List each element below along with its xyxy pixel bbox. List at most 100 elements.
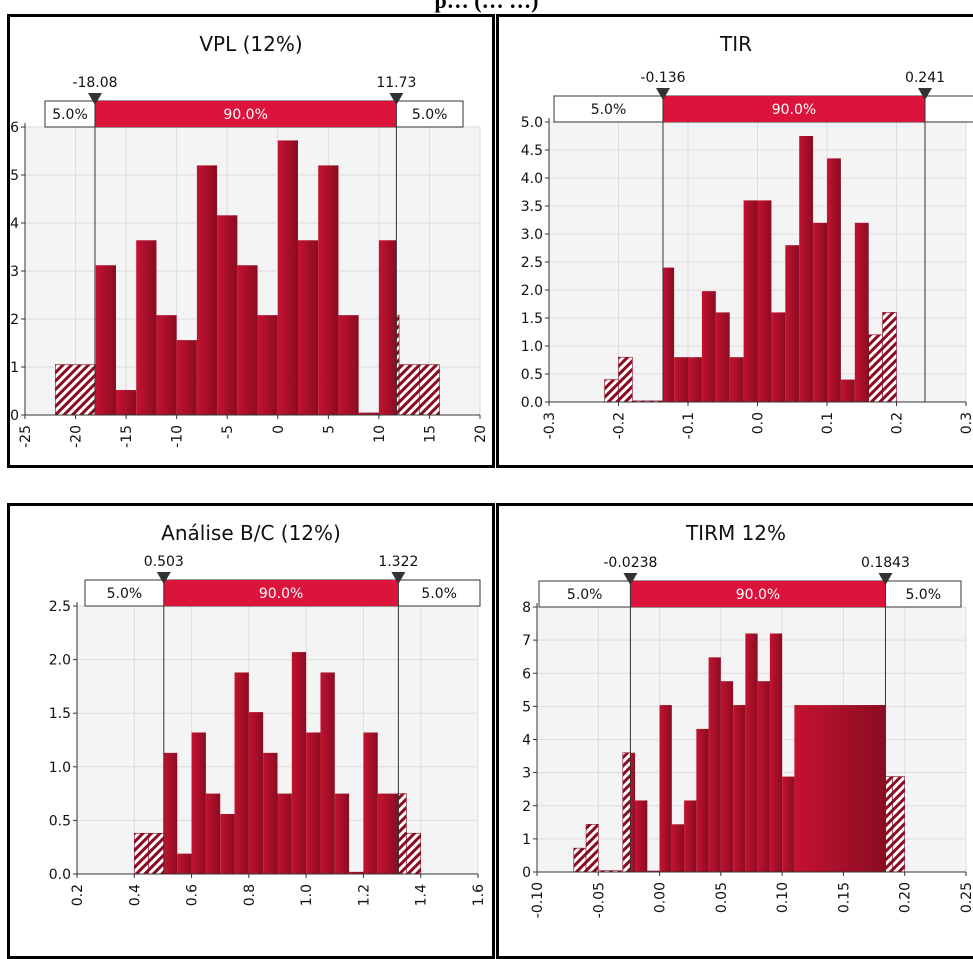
histogram-bar <box>674 357 688 402</box>
x-tick-label: 0.3 <box>959 412 973 434</box>
histogram-tirm: TIRM 12% 0 1 2 3 4 5 6 7 8 -0.10 -0.05 0.00 0.05 0.10 0… <box>522 521 973 918</box>
histogram-bar <box>334 793 350 874</box>
histogram-bar <box>358 412 379 415</box>
y-tick-label: 0 <box>10 408 19 424</box>
histogram-bar <box>234 672 249 874</box>
histogram-bar <box>729 357 744 402</box>
y-tick-label: 6 <box>522 666 531 682</box>
y-tick-label: 1 <box>10 360 19 376</box>
y-tick-label: 5 <box>10 168 19 184</box>
x-tick-label: 0.0 <box>751 412 767 434</box>
right-marker-triangle <box>391 572 406 584</box>
tail-bar <box>419 364 440 416</box>
x-tick-label: -0.3 <box>542 412 558 439</box>
left-marker-value: 0.503 <box>144 554 184 570</box>
x-tick-label: 1.0 <box>299 884 315 906</box>
middle-percent: 90.0% <box>223 107 267 123</box>
y-tick-label: 0 <box>522 865 531 881</box>
right-marker-value: 11.73 <box>376 75 416 91</box>
histogram-bar <box>318 165 339 415</box>
left-tail-percent: 5.0% <box>567 587 603 603</box>
histogram-bar <box>263 752 278 874</box>
y-tick-label: 0.5 <box>49 813 71 829</box>
y-tick-label: 4.5 <box>521 143 543 159</box>
histogram-bar <box>177 853 192 874</box>
histogram-bar <box>338 315 359 415</box>
histogram-bar <box>156 315 177 415</box>
tail-bar <box>892 776 906 873</box>
tail-bar <box>398 364 420 416</box>
x-tick-label: 0.00 <box>653 882 669 913</box>
histogram-bar <box>813 222 827 402</box>
y-tick-label: 4 <box>10 216 19 232</box>
tail-bar <box>885 776 893 873</box>
x-tick-label: -5 <box>220 425 236 439</box>
tail-bar <box>585 823 599 873</box>
histogram-bar <box>136 240 157 415</box>
histogram-bar <box>635 800 648 872</box>
right-marker-value: 0.1843 <box>861 555 910 571</box>
histogram-bar <box>757 681 770 872</box>
chart-panel-tirm: TIRM 12% 0 1 2 3 4 5 6 7 8 -0.10 -0.05 0.00 0.05 0.10 0… <box>496 503 973 959</box>
middle-percent: 90.0% <box>736 587 780 603</box>
y-tick-label: 0.0 <box>521 395 543 411</box>
x-tick-label: 0 <box>271 425 287 434</box>
x-tick-label: 0.25 <box>959 882 973 913</box>
histogram-bar <box>743 200 758 402</box>
histogram-bar <box>163 752 178 874</box>
left-marker-triangle <box>655 88 670 100</box>
percentile-band-middle <box>163 580 399 606</box>
tail-bar <box>148 832 165 875</box>
histogram-bar <box>257 315 278 415</box>
x-tick-label: 0.8 <box>242 884 258 906</box>
chart-title: VPL (12%) <box>199 32 302 56</box>
histogram-bar <box>688 357 702 402</box>
histogram-bar <box>745 633 758 872</box>
y-tick-label: 6 <box>10 120 19 136</box>
y-tick-label: 2.5 <box>49 599 71 615</box>
y-tick-label: 3.5 <box>521 199 543 215</box>
x-tick-label: 0.20 <box>898 882 914 913</box>
x-tick-label: 15 <box>422 425 438 443</box>
histogram-bar <box>785 245 800 402</box>
histogram-bar <box>191 732 206 874</box>
tail-bar <box>573 847 587 873</box>
right-marker-triangle <box>878 573 893 585</box>
page-title: p… (… …) <box>434 0 539 13</box>
chart-title: TIRM 12% <box>685 521 786 545</box>
left-marker-triangle <box>156 572 171 584</box>
left-marker-triangle <box>623 573 638 585</box>
y-tick-label: 4 <box>522 733 531 749</box>
histogram-bar <box>116 390 137 415</box>
histogram-bar <box>794 705 886 872</box>
left-marker-value: -0.0238 <box>603 555 657 571</box>
tail-bar <box>622 752 631 873</box>
x-tick-label: -25 <box>18 425 34 448</box>
x-tick-label: 1.2 <box>356 884 372 906</box>
histogram-bar <box>757 200 772 402</box>
y-tick-label: 2 <box>522 799 531 815</box>
histogram-bar <box>220 813 235 874</box>
x-tick-label: 0.10 <box>775 882 791 913</box>
x-tick-label: -15 <box>119 425 135 448</box>
left-tail-percent: 5.0% <box>591 102 627 118</box>
x-tick-label: 0.1 <box>820 412 836 434</box>
x-tick-label: 1.4 <box>414 884 430 906</box>
y-tick-label: 3 <box>522 766 531 782</box>
histogram-bar <box>277 793 292 874</box>
percentile-band-middle <box>662 96 925 122</box>
histogram-bar <box>320 672 335 874</box>
x-tick-label: -0.1 <box>681 412 697 439</box>
right-marker-value: 0.241 <box>905 70 945 86</box>
histogram-bar <box>708 657 721 872</box>
y-tick-label: 4.0 <box>521 171 543 187</box>
y-tick-label: 8 <box>522 600 531 616</box>
y-tick-label: 1 <box>522 832 531 848</box>
histogram-bar <box>701 291 716 402</box>
x-tick-label: -10 <box>170 425 186 448</box>
histogram-bar <box>782 776 795 872</box>
y-tick-label: 2.0 <box>49 653 71 669</box>
right-tail-percent: 5.0% <box>421 586 457 602</box>
histogram-bar <box>196 165 218 415</box>
y-tick-label: 3 <box>10 264 19 280</box>
